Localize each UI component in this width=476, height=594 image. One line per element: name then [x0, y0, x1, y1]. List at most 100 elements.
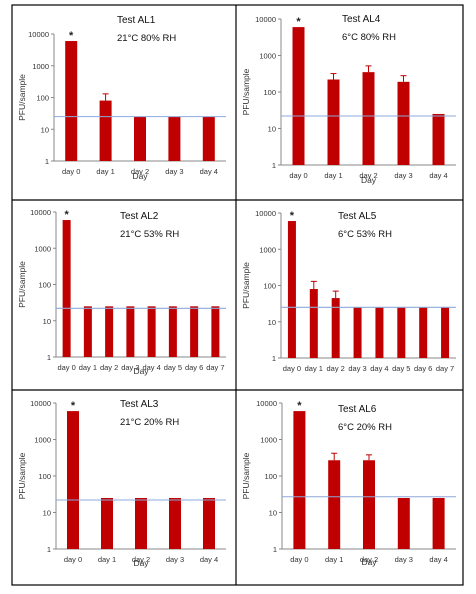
x-tick-label: day 3	[394, 171, 412, 180]
y-tick-label: 100	[36, 94, 49, 103]
x-tick-label: day 3	[165, 167, 183, 176]
bar	[419, 307, 428, 358]
x-tick-label: day 3	[121, 363, 139, 372]
x-axis-label: Day	[133, 558, 149, 568]
y-tick-label: 1	[47, 545, 51, 554]
chart-subtitle: 6°C 80% RH	[342, 32, 396, 43]
bar	[397, 307, 406, 358]
bar	[202, 116, 215, 161]
chart-al3: 1 10 100 1000 10000 day 0 day 1 day 2 day 3 day 4…	[17, 399, 226, 568]
chart-subtitle: 21°C 80% RH	[117, 33, 176, 44]
x-tick-label: day 0	[289, 171, 307, 180]
bar	[287, 221, 296, 358]
x-tick-label: day 1	[79, 363, 97, 372]
chart-panel-al2: 1 10 100 1000 10000 day 0 day 1 day 2 day 3 day 4…	[14, 202, 234, 388]
bar	[441, 307, 450, 358]
bar	[375, 307, 384, 358]
y-axis-label: PFU/sample	[241, 68, 251, 115]
significance-asterisk: *	[290, 210, 295, 222]
chart-title: Test AL1	[117, 15, 156, 26]
bar	[62, 220, 71, 357]
y-axis-label: PFU/sample	[17, 452, 27, 499]
bar	[309, 289, 318, 358]
significance-asterisk: *	[297, 400, 302, 412]
x-tick-label: day 6	[185, 363, 203, 372]
bar	[168, 306, 177, 357]
chart-title: Test AL2	[120, 211, 159, 222]
bar	[99, 100, 112, 161]
y-tick-label: 10	[41, 125, 49, 134]
x-tick-label: day 0	[283, 364, 301, 373]
bar	[293, 411, 306, 549]
bar	[65, 41, 78, 161]
bar	[432, 113, 445, 165]
bar	[135, 497, 147, 549]
y-tick-label: 1000	[34, 244, 51, 253]
bar	[292, 27, 305, 166]
bar	[363, 460, 375, 549]
bar	[397, 497, 410, 549]
x-tick-label: day 2	[132, 555, 150, 564]
bar	[432, 497, 445, 549]
y-tick-label: 10	[43, 317, 51, 326]
x-tick-label: day 3	[166, 555, 184, 564]
x-tick-label: day 0	[57, 363, 75, 372]
significance-asterisk: *	[71, 400, 76, 412]
bar	[353, 307, 362, 358]
chart-panel-al3: 1 10 100 1000 10000 day 0 day 1 day 2 day 3 day 4…	[14, 392, 234, 584]
y-tick-label: 1	[45, 157, 49, 166]
y-tick-label: 10	[269, 509, 277, 518]
y-tick-label: 1	[272, 161, 276, 170]
x-tick-label: day 3	[348, 364, 366, 373]
bar	[169, 497, 181, 549]
x-tick-label: day 1	[98, 555, 116, 564]
y-tick-label: 10000	[30, 399, 51, 408]
x-tick-label: day 1	[325, 555, 343, 564]
x-axis-label: Day	[132, 171, 148, 181]
x-tick-label: day 2	[360, 555, 378, 564]
x-tick-label: day 1	[305, 364, 323, 373]
chart-title: Test AL3	[120, 399, 159, 410]
y-axis-label: PFU/sample	[241, 452, 251, 499]
bar	[328, 460, 341, 549]
x-tick-label: day 1	[96, 167, 114, 176]
x-tick-label: day 4	[200, 555, 218, 564]
y-axis-label: PFU/sample	[241, 262, 251, 309]
y-tick-label: 100	[264, 472, 277, 481]
chart-subtitle: 6°C 53% RH	[338, 229, 392, 240]
outer-border	[11, 4, 464, 586]
y-tick-label: 10000	[255, 15, 276, 24]
chart-title: Test AL5	[338, 211, 377, 222]
chart-al1: 1 10 100 1000 10000 day 0 day 1 day 2 day 3 day 4…	[17, 15, 226, 181]
x-tick-label: day 2	[359, 171, 377, 180]
bar	[67, 411, 79, 549]
bar	[397, 81, 410, 165]
y-axis-label: PFU/sample	[17, 261, 27, 308]
chart-al2: 1 10 100 1000 10000 day 0 day 1 day 2 day 3 day 4…	[17, 208, 226, 376]
chart-panel-al1: 1 10 100 1000 10000 day 0 day 1 day 2 day 3 day 4…	[14, 7, 234, 197]
x-tick-label: day 4	[429, 171, 447, 180]
bar	[83, 306, 92, 357]
bar	[203, 497, 215, 549]
x-tick-label: day 4	[370, 364, 388, 373]
bar	[168, 116, 181, 161]
significance-asterisk: *	[296, 16, 301, 28]
chart-panel-al5: 1 10 100 1000 10000 day 0 day 1 day 2 day 3 day 4…	[238, 202, 462, 388]
y-tick-label: 1	[47, 353, 51, 362]
x-tick-label: day 5	[164, 363, 182, 372]
x-axis-label: Day	[133, 366, 149, 376]
chart-subtitle: 6°C 20% RH	[338, 422, 392, 433]
chart-al5: 1 10 100 1000 10000 day 0 day 1 day 2 day 3 day 4…	[241, 209, 456, 373]
x-tick-label: day 2	[131, 167, 149, 176]
y-tick-label: 1000	[34, 436, 51, 445]
y-tick-label: 100	[38, 281, 51, 290]
y-tick-label: 10000	[256, 399, 277, 408]
y-tick-label: 1000	[259, 245, 276, 254]
bar	[362, 72, 375, 165]
y-tick-label: 1	[273, 545, 277, 554]
significance-asterisk: *	[64, 209, 69, 221]
chart-al4: 1 10 100 1000 10000 day 0 day 1 day 2 day 3 day 4…	[241, 14, 456, 185]
x-tick-label: day 0	[290, 555, 308, 564]
bar	[134, 116, 146, 161]
